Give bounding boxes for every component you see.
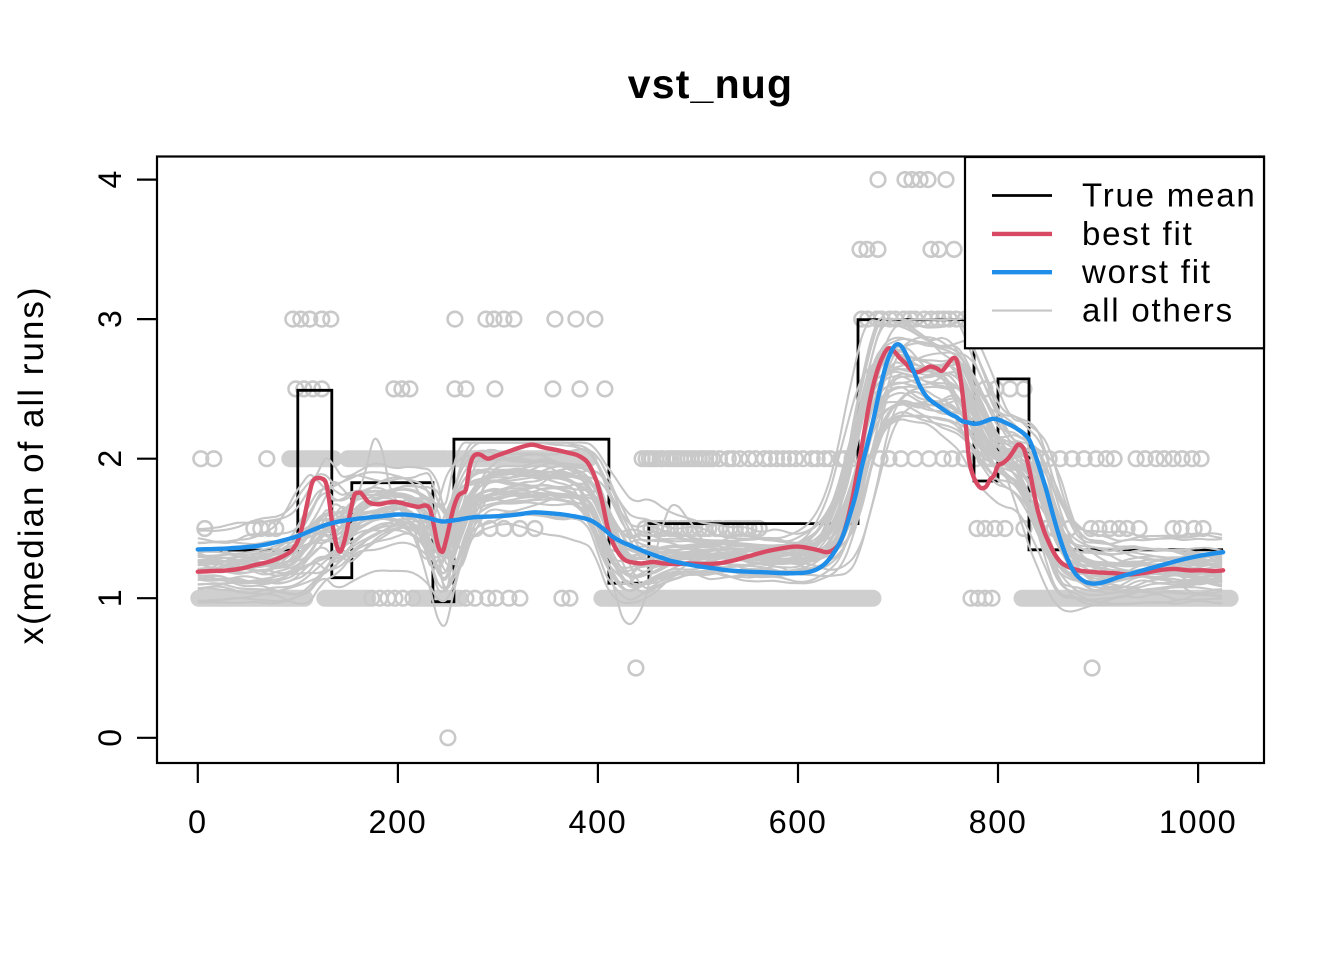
svg-text:1000: 1000 [1159,804,1237,840]
svg-text:vst_nug: vst_nug [628,61,794,107]
svg-text:True mean: True mean [1082,177,1257,214]
svg-text:worst fit: worst fit [1081,253,1212,290]
svg-text:x(median of all runs): x(median of all runs) [12,285,51,644]
svg-text:2: 2 [92,450,128,468]
svg-text:400: 400 [569,804,628,840]
svg-text:0: 0 [188,804,208,840]
svg-text:best fit: best fit [1082,215,1194,252]
svg-text:all others: all others [1082,292,1234,329]
svg-text:1: 1 [92,589,128,607]
svg-text:200: 200 [369,804,428,840]
svg-text:0: 0 [92,729,128,747]
svg-text:800: 800 [969,804,1028,840]
svg-text:4: 4 [92,171,128,189]
svg-text:600: 600 [769,804,828,840]
svg-text:3: 3 [92,310,128,328]
